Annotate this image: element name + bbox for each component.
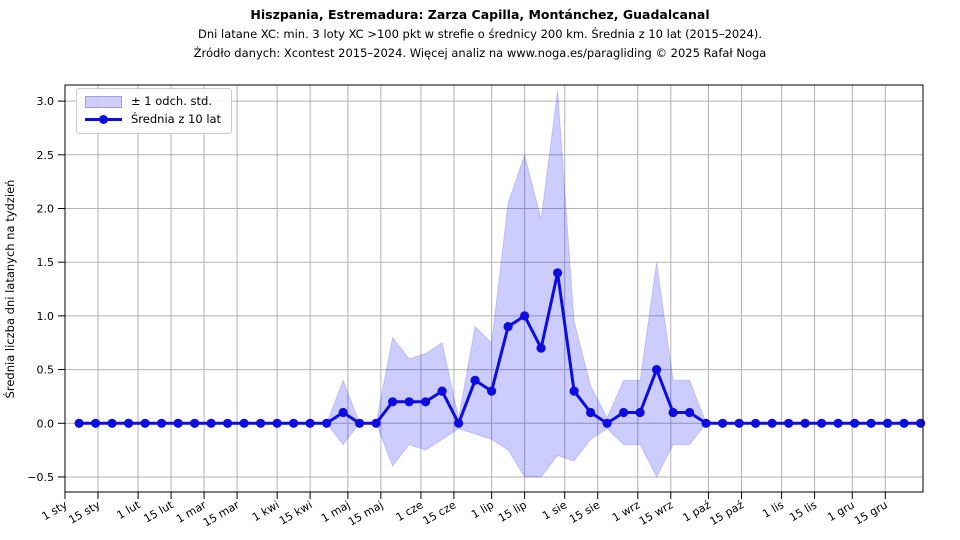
data-point xyxy=(338,407,348,418)
y-tick-label: 0.0 xyxy=(37,417,55,430)
data-point xyxy=(74,418,84,428)
y-tick-label: −0.5 xyxy=(27,471,54,484)
data-point xyxy=(899,418,909,428)
data-point xyxy=(371,418,381,428)
data-point xyxy=(602,418,612,428)
x-tick-label: 15 cze xyxy=(421,498,459,527)
data-point xyxy=(223,418,233,428)
data-point xyxy=(619,407,629,418)
data-point xyxy=(289,418,299,428)
data-point xyxy=(817,418,827,428)
data-point xyxy=(553,268,563,278)
data-point xyxy=(206,418,216,428)
data-point xyxy=(569,386,579,396)
x-tick-label: 1 cze xyxy=(394,498,426,524)
mean-line-swatch-icon xyxy=(85,115,122,125)
y-tick-label: 2.0 xyxy=(37,202,55,215)
chart-title: Hiszpania, Estremadura: Zarza Capilla, M… xyxy=(250,7,710,22)
chart-header: Hiszpania, Estremadura: Zarza Capilla, M… xyxy=(0,0,960,60)
x-tick-label: 15 lis xyxy=(787,498,819,524)
x-tick-label: 15 kwi xyxy=(277,498,315,527)
mean-line xyxy=(77,271,923,425)
x-tick-label: 1 wrz xyxy=(610,498,642,524)
data-point xyxy=(652,365,662,375)
data-point xyxy=(91,418,101,428)
data-point xyxy=(272,418,282,428)
plot-border xyxy=(64,84,924,493)
x-tick-label: 1 sty xyxy=(40,498,70,523)
data-point xyxy=(635,407,645,418)
y-tick-label: 2.5 xyxy=(37,149,55,162)
data-point xyxy=(701,418,711,428)
x-tick-label: 1 kwi xyxy=(250,498,282,524)
data-point xyxy=(322,418,332,428)
data-point xyxy=(355,418,365,428)
std-band-swatch-icon xyxy=(85,96,122,108)
data-point xyxy=(454,418,464,428)
std-band xyxy=(79,90,921,479)
y-tick-label: 1.5 xyxy=(37,256,55,269)
data-point xyxy=(239,418,249,428)
legend: ± 1 odch. std. Średnia z 10 lat xyxy=(76,88,233,134)
data-point xyxy=(866,418,876,428)
chart-subtitle: Dni latane XC: min. 3 loty XC >100 pkt w… xyxy=(198,27,762,41)
data-point xyxy=(157,418,167,428)
data-point xyxy=(718,418,728,428)
x-tick-label: 1 lip xyxy=(469,498,496,521)
x-tick-label: 15 paź xyxy=(707,498,746,528)
legend-label-mean: Średnia z 10 lat xyxy=(131,112,222,126)
legend-item-mean-line: Średnia z 10 lat xyxy=(85,112,222,126)
data-point xyxy=(751,418,761,428)
data-point xyxy=(586,407,596,418)
x-tick-label: 15 sie xyxy=(567,498,602,526)
data-point xyxy=(388,397,398,407)
data-point xyxy=(767,418,777,428)
data-point xyxy=(833,418,843,428)
x-tick-label: 1 gru xyxy=(825,498,857,524)
y-tick-label: 3.0 xyxy=(37,95,55,108)
x-tick-label: 15 sty xyxy=(67,498,103,527)
data-point xyxy=(734,418,744,428)
x-tick-label: 15 gru xyxy=(852,498,890,527)
data-point xyxy=(107,418,117,428)
data-point xyxy=(404,397,414,407)
data-point xyxy=(173,418,183,428)
data-point xyxy=(190,418,200,428)
legend-item-std-band: ± 1 odch. std. xyxy=(85,96,221,108)
data-point xyxy=(850,418,860,428)
data-point xyxy=(800,418,810,428)
y-tick-label: 0.5 xyxy=(37,364,55,377)
data-point xyxy=(437,386,447,396)
x-tick-label: 15 lip xyxy=(496,498,529,525)
data-point xyxy=(503,322,513,332)
x-tick-label: 15 maj xyxy=(346,498,385,528)
x-tick-label: 1 sie xyxy=(540,498,569,522)
y-tick-label: 1.0 xyxy=(37,310,55,323)
x-tick-label: 15 mar xyxy=(201,498,242,529)
legend-label-std: ± 1 odch. std. xyxy=(131,94,212,109)
data-point xyxy=(487,386,497,396)
data-point xyxy=(124,418,134,428)
data-point xyxy=(916,418,926,428)
data-point xyxy=(470,375,480,385)
data-point xyxy=(140,418,150,428)
data-point xyxy=(536,343,546,353)
x-tick-label: 15 wrz xyxy=(637,498,676,528)
x-tick-label: 15 lut xyxy=(142,498,177,526)
x-tick-label: 1 lut xyxy=(115,498,144,522)
y-axis-label: Średnia liczba dni latanych na tydzień xyxy=(2,180,17,399)
data-point xyxy=(256,418,266,428)
data-point xyxy=(421,397,431,407)
x-tick-label: 1 lis xyxy=(760,498,786,521)
x-tick-label: 1 paź xyxy=(681,498,714,524)
data-point xyxy=(668,407,678,418)
data-point xyxy=(685,407,695,418)
data-point xyxy=(883,418,893,428)
data-point xyxy=(520,311,530,321)
chart-source-line: Źródło danych: Xcontest 2015–2024. Więce… xyxy=(193,46,767,60)
data-point xyxy=(305,418,315,428)
data-point xyxy=(784,418,794,428)
